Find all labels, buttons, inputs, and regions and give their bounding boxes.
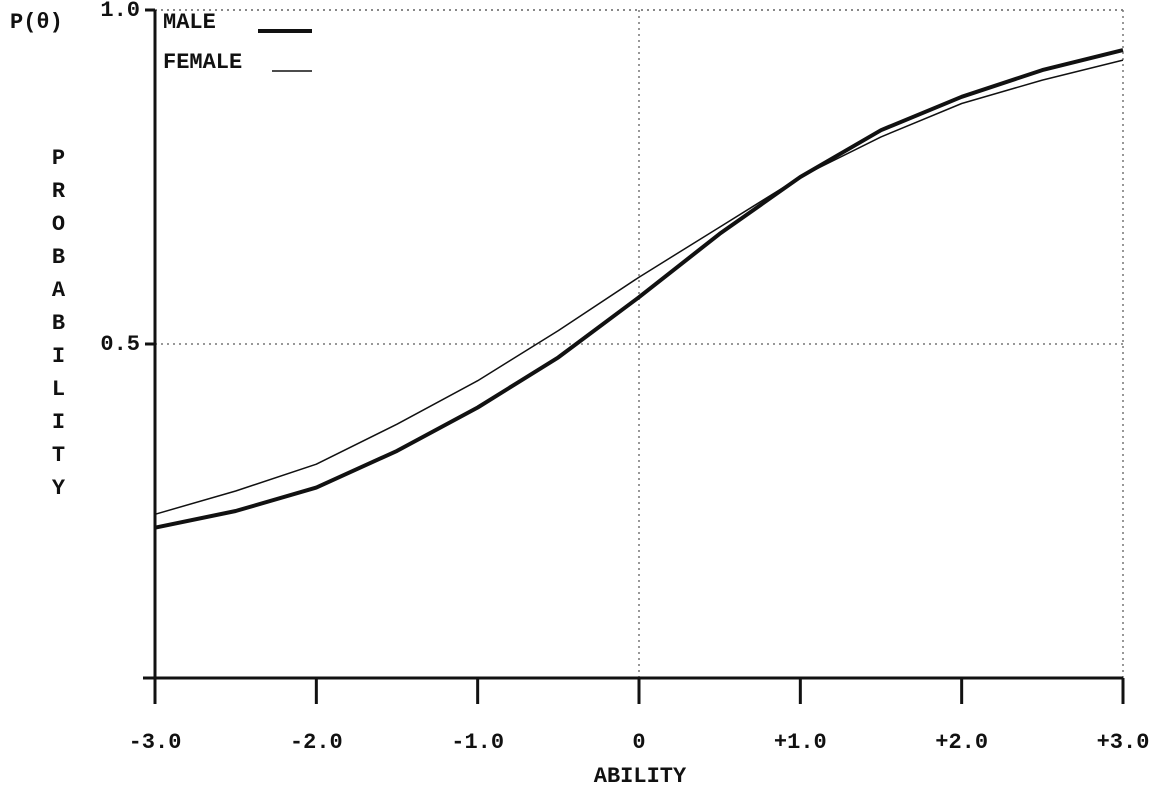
x-tick-label: -2.0 [290,730,343,755]
legend-label: MALE [163,10,216,35]
x-tick-label: +2.0 [935,730,988,755]
x-tick-label: +3.0 [1097,730,1150,755]
y-tick-label: 1.0 [100,0,140,23]
x-tick-label: +1.0 [774,730,827,755]
y-axis-label: PROBABILITY [46,146,71,509]
x-tick-label: 0 [632,730,645,755]
series-line [154,48,1124,530]
y-tick-label: 0.5 [100,332,140,357]
series-line [154,59,1124,516]
y-axis-title: P(θ) [10,10,63,35]
x-tick-label: -1.0 [451,730,504,755]
legend-label: FEMALE [163,50,242,75]
x-axis-label: ABILITY [594,764,687,789]
x-tick-label: -3.0 [129,730,182,755]
